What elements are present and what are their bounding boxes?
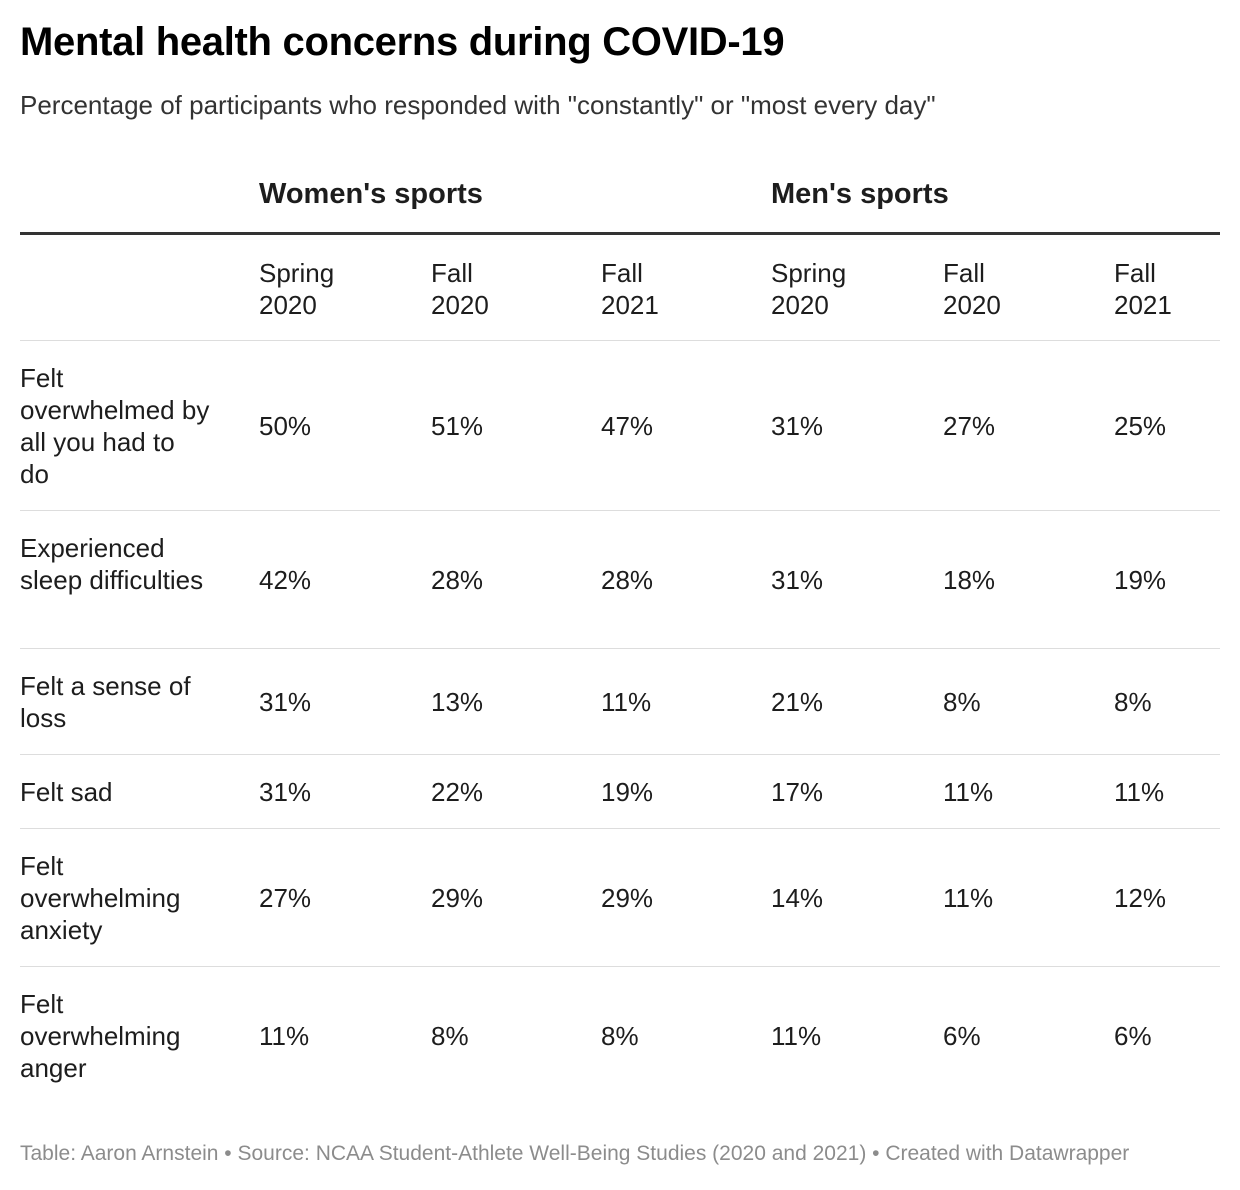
column-header-line: 2020 bbox=[943, 290, 1001, 320]
table-cell: 31% bbox=[771, 411, 824, 441]
header-rule bbox=[20, 232, 1220, 235]
table-cell: 13% bbox=[431, 687, 484, 717]
table-cell: 12% bbox=[1114, 883, 1167, 913]
column-header-line: Fall bbox=[431, 258, 473, 288]
table-cell: 6% bbox=[943, 1021, 981, 1051]
table-cell: 19% bbox=[601, 777, 654, 807]
column-header-line: Spring bbox=[259, 258, 335, 288]
table-cell: 11% bbox=[771, 1021, 822, 1051]
column-header: Fall 2020 bbox=[943, 257, 1001, 321]
column-header: Fall 2021 bbox=[1114, 257, 1172, 321]
table-cell: 11% bbox=[601, 687, 652, 717]
row-divider bbox=[20, 754, 1220, 755]
row-label: Experienced sleep difficulties bbox=[20, 533, 204, 595]
row-divider bbox=[20, 510, 1220, 511]
row-label: Felt overwhelming anxiety bbox=[20, 851, 181, 945]
table-cell: 8% bbox=[943, 687, 981, 717]
table-cell: 27% bbox=[943, 411, 996, 441]
row-label: Felt sad bbox=[20, 777, 113, 807]
table-cell: 14% bbox=[771, 883, 824, 913]
column-header-line: Fall bbox=[601, 258, 643, 288]
table-cell: 17% bbox=[771, 777, 824, 807]
row-divider bbox=[20, 828, 1220, 829]
table-cell: 50% bbox=[259, 411, 312, 441]
table-cell: 11% bbox=[1114, 777, 1165, 807]
table-cell: 8% bbox=[1114, 687, 1152, 717]
table-cell: 8% bbox=[431, 1021, 469, 1051]
row-label: Felt a sense of loss bbox=[20, 671, 191, 733]
table-cell: 28% bbox=[601, 565, 654, 595]
table-cell: 51% bbox=[431, 411, 484, 441]
row-divider bbox=[20, 648, 1220, 649]
chart-title: Mental health concerns during COVID-19 bbox=[20, 20, 785, 64]
table-cell: 25% bbox=[1114, 411, 1167, 441]
table-cell: 42% bbox=[259, 565, 312, 595]
column-header-line: 2020 bbox=[259, 290, 317, 320]
chart-subtitle: Percentage of participants who responded… bbox=[20, 90, 936, 120]
table-cell: 31% bbox=[259, 777, 312, 807]
table-cell: 29% bbox=[601, 883, 654, 913]
table-cell: 11% bbox=[943, 777, 994, 807]
table-cell: 8% bbox=[601, 1021, 639, 1051]
column-header: Spring 2020 bbox=[259, 257, 334, 321]
table-cell: 31% bbox=[259, 687, 312, 717]
column-header-line: Fall bbox=[1114, 258, 1156, 288]
column-header-line: 2021 bbox=[1114, 290, 1172, 320]
column-header: Fall 2020 bbox=[431, 257, 489, 321]
column-header-line: Fall bbox=[943, 258, 985, 288]
column-header-line: 2020 bbox=[771, 290, 829, 320]
row-divider bbox=[20, 340, 1220, 341]
row-label: Felt overwhelmed by all you had to do bbox=[20, 363, 210, 489]
table-cell: 31% bbox=[771, 565, 824, 595]
column-header-line: 2020 bbox=[431, 290, 489, 320]
table-cell: 6% bbox=[1114, 1021, 1152, 1051]
table-cell: 27% bbox=[259, 883, 312, 913]
table-cell: 11% bbox=[943, 883, 994, 913]
row-label: Felt overwhelming anger bbox=[20, 989, 181, 1083]
table-cell: 21% bbox=[771, 687, 824, 717]
table-cell: 29% bbox=[431, 883, 484, 913]
row-divider bbox=[20, 966, 1220, 967]
group-header-womens: Women's sports bbox=[259, 178, 483, 210]
table-cell: 18% bbox=[943, 565, 996, 595]
group-header-mens: Men's sports bbox=[771, 178, 949, 210]
table-cell: 47% bbox=[601, 411, 654, 441]
column-header-line: 2021 bbox=[601, 290, 659, 320]
table-cell: 22% bbox=[431, 777, 484, 807]
column-header-line: Spring bbox=[771, 258, 847, 288]
table-cell: 19% bbox=[1114, 565, 1167, 595]
column-header: Fall 2021 bbox=[601, 257, 659, 321]
chart-footer: Table: Aaron Arnstein • Source: NCAA Stu… bbox=[20, 1142, 1130, 1165]
column-header: Spring 2020 bbox=[771, 257, 846, 321]
table-cell: 28% bbox=[431, 565, 484, 595]
table-cell: 11% bbox=[259, 1021, 310, 1051]
